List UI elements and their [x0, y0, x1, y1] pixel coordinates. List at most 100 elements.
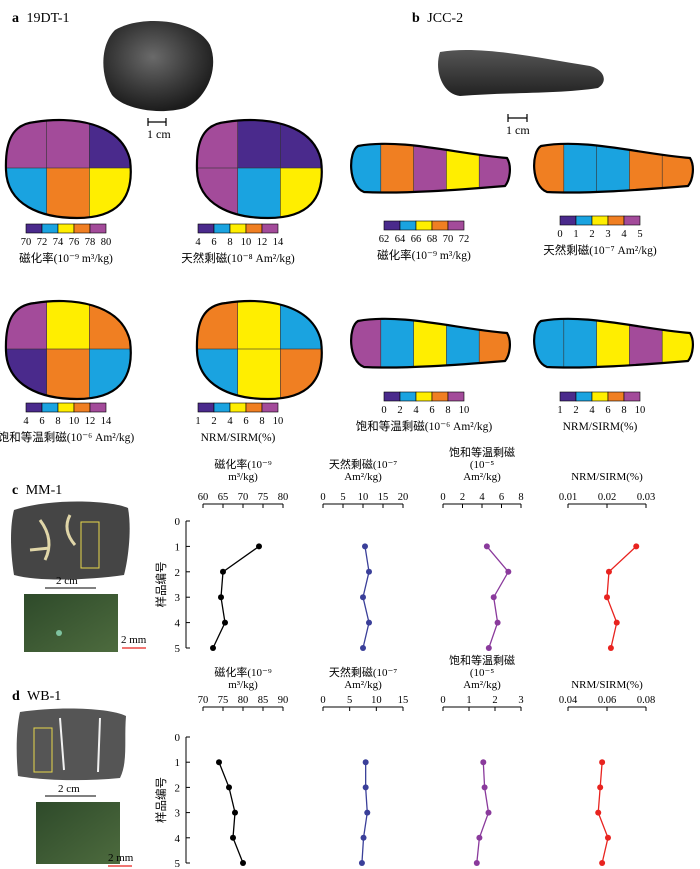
- panel_d-x-tick: 70: [198, 695, 209, 706]
- panel_c-x-tick: 0.01: [559, 492, 577, 503]
- round-map-3: [4, 299, 132, 401]
- panel-b-sample: JCC-2: [427, 11, 463, 26]
- legend-a-2-tick: 10: [241, 237, 252, 248]
- legend-a-1-tick: 70: [21, 237, 32, 248]
- round-map-2: [195, 118, 323, 220]
- legend-a-3-tick: 10: [69, 416, 80, 427]
- panel_d-x-tick: 0.06: [598, 695, 616, 706]
- panel_c-profile-line: [486, 545, 510, 649]
- panel_c-x-tick: 60: [198, 492, 209, 503]
- panel_c-profile-title: m³/kg): [228, 471, 258, 483]
- round-map-outline: [4, 299, 132, 401]
- panel_c-profile-point: [505, 568, 512, 575]
- panel_c-profile-point: [222, 619, 228, 626]
- panel_d-y-label: 样品编号: [154, 777, 168, 823]
- panel_d-profile-line: [218, 761, 244, 864]
- scale-label-c1: 2 cm: [56, 575, 78, 587]
- legend-a-4-tick: 6: [243, 416, 248, 427]
- long-map-cell: [563, 318, 598, 368]
- panel_c-profile-point: [220, 568, 226, 575]
- panel_d-profile-point: [358, 860, 365, 866]
- panel_d-profile-title: Am²/kg): [344, 679, 382, 691]
- legend-b-1-tick: 72: [459, 234, 470, 245]
- panel_d-profile-point: [473, 860, 480, 866]
- panel-a-header: a 19DT-1: [12, 11, 70, 26]
- panel_c-profile-point: [633, 543, 640, 550]
- panel_c-y-tick: 2: [175, 567, 181, 579]
- panel_d-x-tick: 3: [518, 695, 523, 706]
- long-map-outline: [350, 142, 511, 194]
- legend-a-2-tick: 4: [195, 237, 201, 248]
- legend-a-3-tick: 4: [23, 416, 29, 427]
- legend-b-4-swatch: [623, 391, 641, 402]
- round-map-cell: [237, 167, 282, 218]
- thin-section-wb1: [36, 802, 120, 864]
- panel_d-profiles: 0 1 2 3 4 5 样品编号 磁化率(10⁻⁹m³/kg) 70 75 80 85 90 天然剩磁(1…: [154, 653, 655, 869]
- panel_c-x-tick: 75: [258, 492, 269, 503]
- panel-b-header: b JCC-2: [412, 11, 463, 26]
- legend-b-4-tick: 10: [635, 405, 646, 416]
- panel_c-x-tick: 20: [398, 492, 409, 503]
- legend-b-3-swatch: [415, 391, 433, 402]
- panel_d-profile-point: [362, 759, 369, 766]
- legend-b-1-tick: 64: [395, 234, 406, 245]
- legend-b-4-swatch: [559, 391, 577, 402]
- round-map-cell: [237, 119, 282, 169]
- panel_c-x-tick: 2: [460, 492, 465, 503]
- legend-b-2-tick: 0: [557, 229, 562, 240]
- legend-b-3-tick: 10: [459, 405, 470, 416]
- round-map-cell: [46, 167, 91, 218]
- panel_c-profile-title: 天然剩磁(10⁻⁷: [329, 457, 397, 471]
- legend-a-1: 70 72 74 76 78 80 磁化率(10⁻⁹ m³/kg): [19, 223, 113, 265]
- panel_d-profile-point: [476, 834, 483, 841]
- panel_c-profile-line: [606, 545, 637, 649]
- legend-a-4-swatch: [213, 402, 231, 413]
- panel_c-y-tick: 0: [175, 516, 181, 528]
- long-map-cell: [413, 143, 448, 193]
- panel_d-profile-title: Am²/kg): [463, 679, 501, 691]
- rock-photo-19dt1: [103, 21, 214, 112]
- legend-a-1-label: 磁化率(10⁻⁹ m³/kg): [19, 251, 113, 265]
- panel-c-letter: c: [12, 483, 18, 498]
- legend-a-3-swatch: [57, 402, 75, 413]
- panel_d-profile-4: NRM/SIRM(%) 0.04 0.06 0.08: [559, 679, 655, 866]
- panel-d-sample: WB-1: [27, 689, 61, 704]
- panel_d-y-tick: 5: [175, 858, 181, 869]
- thin-section-mm1: [24, 594, 118, 652]
- legend-a-3-swatch: [41, 402, 59, 413]
- legend-a-4-swatch: [261, 402, 279, 413]
- legend-a-2-tick: 6: [211, 237, 216, 248]
- panel_c-y-tick: 4: [175, 618, 181, 630]
- panel-a-letter: a: [12, 11, 19, 26]
- legend-a-3-tick: 12: [85, 416, 96, 427]
- panel_d-x-tick: 80: [238, 695, 249, 706]
- legend-a-3-tick: 8: [55, 416, 60, 427]
- legend-b-4-tick: 4: [589, 405, 595, 416]
- panel_d-x-tick: 90: [278, 695, 289, 706]
- legend-a-4-swatch: [245, 402, 263, 413]
- legend-a-4-tick: 8: [259, 416, 264, 427]
- legend-b-2-swatch: [559, 215, 577, 226]
- long-map-cell: [596, 143, 631, 193]
- panel_d-profile-point: [599, 860, 606, 866]
- rock-photo-jcc2: [438, 50, 604, 96]
- panel_d-x-tick: 5: [347, 695, 352, 706]
- panel_c-profile-title: (10⁻⁵: [470, 459, 494, 471]
- long-map-2: [533, 142, 694, 194]
- legend-a-2-tick: 8: [227, 237, 232, 248]
- legend-a-3: 4 6 8 10 12 14 饱和等温剩磁(10⁻⁶ Am²/kg): [0, 402, 134, 444]
- panel_c-y-tick: 1: [175, 541, 181, 553]
- round-map-cell: [237, 300, 282, 350]
- panel_d-x-tick: 2: [492, 695, 497, 706]
- legend-b-4: 1 2 4 6 8 10 NRM/SIRM(%): [557, 391, 646, 433]
- legend-a-3-swatch: [89, 402, 107, 413]
- legend-a-4-label: NRM/SIRM(%): [201, 432, 276, 444]
- legend-b-1-tick: 70: [443, 234, 454, 245]
- panel_c-x-tick: 70: [238, 492, 249, 503]
- panel-b-letter: b: [412, 11, 420, 26]
- legend-b-4-swatch: [591, 391, 609, 402]
- legend-b-3-tick: 4: [413, 405, 419, 416]
- panel_c-x-tick: 5: [340, 492, 345, 503]
- panel_d-profile-point: [599, 759, 606, 766]
